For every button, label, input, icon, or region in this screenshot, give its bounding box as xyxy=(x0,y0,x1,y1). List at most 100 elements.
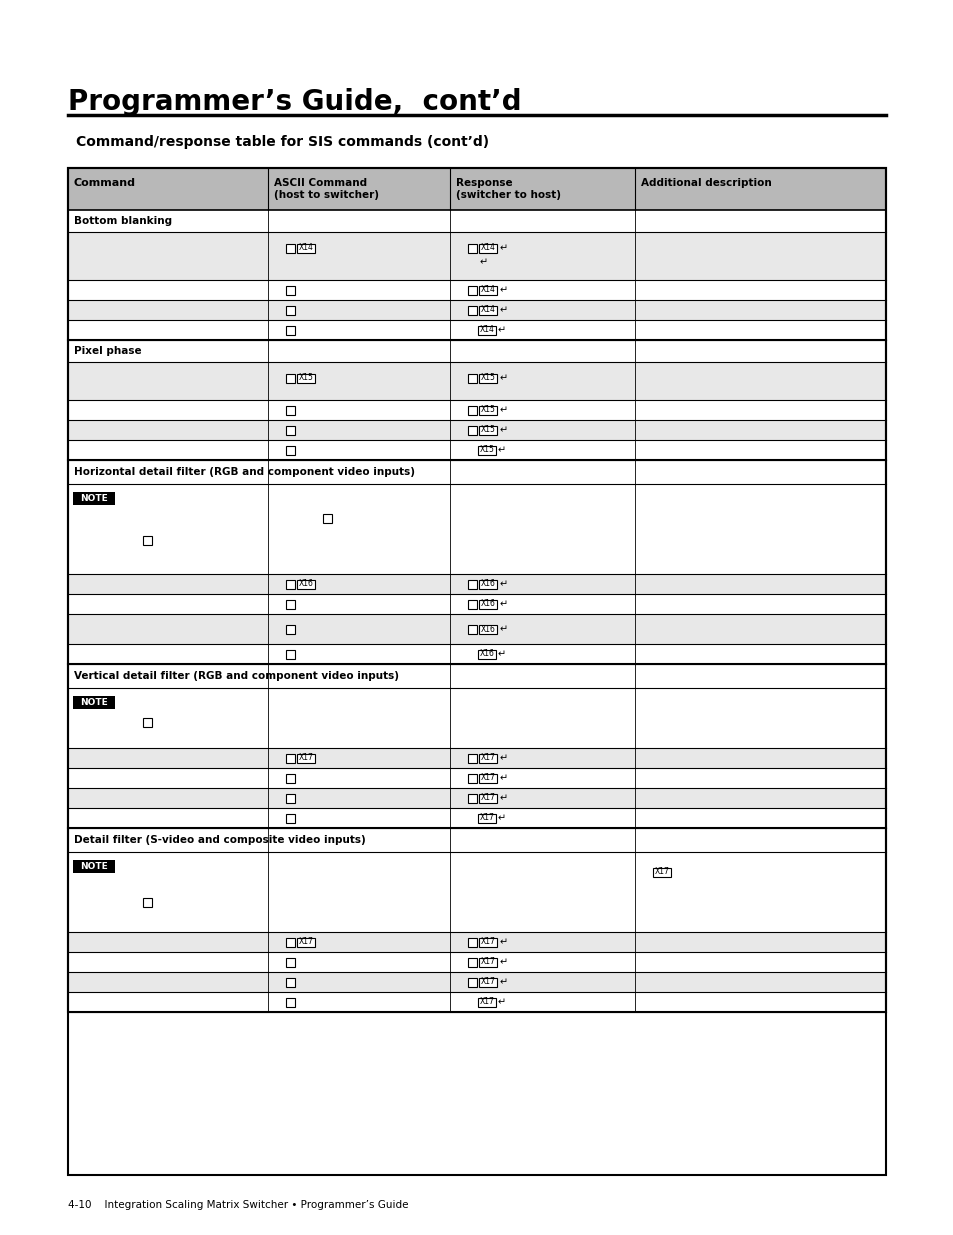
Text: NOTE: NOTE xyxy=(80,862,108,871)
Bar xyxy=(468,599,476,609)
Bar xyxy=(143,536,152,545)
Bar xyxy=(286,243,294,252)
Text: ↵: ↵ xyxy=(499,305,508,315)
Bar xyxy=(478,773,497,783)
Bar xyxy=(68,340,885,362)
Text: ↵: ↵ xyxy=(499,977,508,987)
Text: ↵: ↵ xyxy=(499,957,508,967)
Text: ASCII Command
(host to switcher): ASCII Command (host to switcher) xyxy=(274,178,378,200)
Text: X17: X17 xyxy=(480,773,495,783)
Text: X17: X17 xyxy=(480,753,495,762)
Bar xyxy=(68,280,885,300)
Bar xyxy=(477,326,496,335)
Bar xyxy=(477,998,496,1007)
Bar xyxy=(68,614,885,643)
Text: X14: X14 xyxy=(480,305,495,315)
Bar xyxy=(296,937,314,946)
Text: Additional description: Additional description xyxy=(640,178,771,188)
Text: X15: X15 xyxy=(479,446,494,454)
Bar xyxy=(286,753,294,762)
Text: ↵: ↵ xyxy=(499,793,508,803)
Bar xyxy=(478,794,497,803)
Bar xyxy=(286,958,294,967)
Bar xyxy=(68,320,885,340)
Bar xyxy=(468,937,476,946)
Bar xyxy=(468,579,476,589)
Text: ↵: ↵ xyxy=(497,325,506,335)
Bar xyxy=(296,373,314,383)
Text: NOTE: NOTE xyxy=(80,698,108,706)
Bar xyxy=(68,748,885,768)
Bar xyxy=(323,514,332,522)
Text: X17: X17 xyxy=(298,753,314,762)
Bar xyxy=(478,937,497,946)
Text: ↵: ↵ xyxy=(499,373,508,383)
Bar xyxy=(143,898,152,906)
Text: ↵: ↵ xyxy=(499,624,508,634)
Text: ↵: ↵ xyxy=(499,405,508,415)
Bar xyxy=(73,860,115,873)
Text: X17: X17 xyxy=(480,794,495,803)
Bar xyxy=(468,625,476,634)
Bar xyxy=(68,210,885,232)
Bar xyxy=(468,243,476,252)
Text: X15: X15 xyxy=(480,405,495,415)
Bar xyxy=(477,650,496,659)
Bar xyxy=(68,484,885,574)
Text: X15: X15 xyxy=(480,426,495,435)
Bar xyxy=(478,405,497,415)
Text: X16: X16 xyxy=(480,599,495,609)
Text: ↵: ↵ xyxy=(499,243,508,253)
Text: X17: X17 xyxy=(480,937,495,946)
Bar xyxy=(68,232,885,280)
Bar xyxy=(478,426,497,435)
Bar xyxy=(286,814,294,823)
Text: Detail filter (S-video and composite video inputs): Detail filter (S-video and composite vid… xyxy=(74,835,365,845)
Text: X17: X17 xyxy=(480,957,495,967)
Text: X17: X17 xyxy=(654,867,669,877)
Bar xyxy=(286,794,294,803)
Text: ↵: ↵ xyxy=(499,425,508,435)
Bar xyxy=(68,688,885,748)
Text: X17: X17 xyxy=(479,998,494,1007)
Text: ↵: ↵ xyxy=(499,579,508,589)
Bar xyxy=(286,625,294,634)
Text: Bottom blanking: Bottom blanking xyxy=(74,216,172,226)
Text: NOTE: NOTE xyxy=(80,494,108,503)
Bar xyxy=(73,492,115,505)
Bar xyxy=(68,768,885,788)
Bar xyxy=(68,952,885,972)
Bar xyxy=(478,599,497,609)
Text: X14: X14 xyxy=(480,243,495,252)
Bar xyxy=(286,306,294,315)
Bar xyxy=(477,446,496,454)
Bar xyxy=(68,168,885,1174)
Text: Command: Command xyxy=(74,178,136,188)
Bar xyxy=(468,373,476,383)
Text: ↵: ↵ xyxy=(497,813,506,823)
Bar xyxy=(68,400,885,420)
Bar xyxy=(468,794,476,803)
Bar xyxy=(478,243,497,252)
Bar xyxy=(286,406,294,415)
Bar xyxy=(478,373,497,383)
Bar xyxy=(68,643,885,664)
Bar xyxy=(286,287,294,295)
Bar xyxy=(468,285,476,294)
Text: ↵: ↵ xyxy=(497,650,506,659)
Bar xyxy=(68,574,885,594)
Text: X16: X16 xyxy=(480,579,495,589)
Text: X14: X14 xyxy=(479,326,494,335)
Bar xyxy=(286,650,294,659)
Text: Vertical detail filter (RGB and component video inputs): Vertical detail filter (RGB and componen… xyxy=(74,671,398,680)
Text: ↵: ↵ xyxy=(499,599,508,609)
Text: X14: X14 xyxy=(480,285,495,294)
Bar xyxy=(286,373,294,383)
Bar xyxy=(296,753,314,762)
Bar xyxy=(468,753,476,762)
Text: X15: X15 xyxy=(480,373,495,383)
Bar xyxy=(286,600,294,609)
Bar xyxy=(478,579,497,589)
Text: X15: X15 xyxy=(298,373,314,383)
Bar xyxy=(68,459,885,484)
